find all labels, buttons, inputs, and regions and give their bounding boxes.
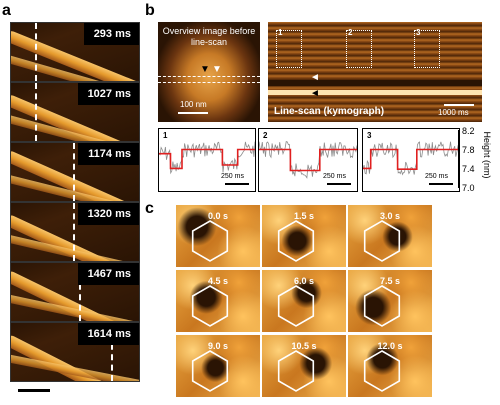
trace-scale-bar [225,183,249,185]
hexagon-outline-icon [363,350,401,392]
frame-dashed-line [35,23,37,81]
height-trace-plot [363,141,459,176]
frame-time-label: 293 ms [83,23,139,45]
afm-timepoint-image: 3.0 s [348,205,432,267]
afm-frame: 1614 ms [10,322,140,382]
trace-number: 3 [367,131,372,140]
panel-c-letter: c [145,200,154,217]
height-trace-plot [159,141,255,175]
kymo-bright-band [268,90,482,95]
frame-time-label: 1027 ms [77,83,139,105]
afm-timepoint-image: 10.5 s [262,335,346,397]
height-trace-box: 2 250 ms [258,128,358,192]
frame-time-label: 1320 ms [77,203,139,225]
hexagon-outline-icon [277,285,315,327]
afm-timepoint-image: 9.0 s [176,335,260,397]
kymo-arrow-white: ◄ [310,72,320,83]
step-fit-trace [159,148,255,170]
kymo-box-1 [276,30,302,68]
height-trace-box: 1 250 ms [158,128,256,192]
step-fit-trace [363,148,459,170]
kymograph: 1 2 3 ◄ ◄ Line-scan (kymograph) 1000 ms [268,22,482,122]
afm-timepoint-image: 7.5 s [348,270,432,332]
timepoint-label: 12.0 s [377,341,403,351]
raw-height-trace [259,141,357,179]
kymo-box-number: 2 [348,28,353,37]
height-trace-plot [259,141,357,179]
kymo-box-3 [414,30,440,68]
timepoint-label: 7.5 s [379,276,401,286]
hexagon-outline-icon [363,220,401,262]
raw-height-trace [159,141,255,175]
ytick-label: 8.2 [462,126,475,136]
panel-a-letter: a [2,2,11,19]
overview-scale-bar [178,112,208,114]
trace-scale-label: 250 ms [221,173,244,180]
frame-time-label: 1174 ms [78,143,139,165]
panel-a-scale-bar [18,389,50,392]
frame-time-label: 1467 ms [77,263,139,285]
kymo-box-number: 1 [278,28,283,37]
afm-frame: 1467 ms [10,262,140,322]
ytick-label: 7.4 [462,164,475,174]
trace-scale-bar [429,183,453,185]
scan-line-bottom [158,82,260,83]
timepoint-label: 9.0 s [207,341,229,351]
panel-b-letter: b [145,2,155,19]
raw-height-trace [363,141,459,176]
trace-scale-label: 250 ms [425,173,448,180]
frame-dashed-line [73,203,75,261]
frame-dashed-line [111,323,113,381]
afm-timepoint-image: 1.5 s [262,205,346,267]
afm-frame: 1027 ms [10,82,140,142]
height-trace-box: 3 250 ms [362,128,460,192]
afm-timepoint-image: 12.0 s [348,335,432,397]
kymo-scale-label: 1000 ms [438,108,469,117]
scan-line-top [158,76,260,77]
arrow-marker-white: ▼ [212,64,222,75]
afm-timepoint-image: 6.0 s [262,270,346,332]
afm-frame: 1174 ms [10,142,140,202]
hexagon-outline-icon [191,285,229,327]
hexagon-outline-icon [277,220,315,262]
arrow-marker-black: ▼ [200,64,210,75]
step-fit-trace [259,148,357,172]
yaxis-label: Height (nm) [482,131,492,179]
frame-dashed-line [73,143,75,201]
hexagon-outline-icon [363,285,401,327]
trace-y-axis [458,130,459,188]
ytick-label: 7.8 [462,145,475,155]
afm-frame: 1320 ms [10,202,140,262]
overview-scale-label: 100 nm [180,100,207,109]
frame-dashed-line [79,263,81,321]
timepoint-label: 0.0 s [207,211,229,221]
kymo-box-number: 3 [416,28,421,37]
ytick-label: 7.0 [462,183,475,193]
afm-frame: 293 ms [10,22,140,82]
hexagon-outline-icon [191,220,229,262]
frame-dashed-line [35,83,37,141]
kymo-title: Line-scan (kymograph) [274,106,385,117]
afm-timepoint-image: 4.5 s [176,270,260,332]
trace-number: 2 [263,131,268,140]
kymo-dark-gap [268,80,482,86]
overview-title: Overview image before line-scan [162,26,256,47]
trace-number: 1 [163,131,168,140]
trace-scale-bar [327,183,351,185]
timepoint-label: 6.0 s [293,276,315,286]
kymo-box-2 [346,30,372,68]
timepoint-label: 10.5 s [291,341,317,351]
kymo-arrow-black: ◄ [310,88,320,99]
frame-time-label: 1614 ms [77,323,139,345]
trace-scale-label: 250 ms [323,173,346,180]
hexagon-outline-icon [277,350,315,392]
timepoint-label: 1.5 s [293,211,315,221]
afm-timepoint-image: 0.0 s [176,205,260,267]
hexagon-outline-icon [191,350,229,392]
timepoint-label: 4.5 s [207,276,229,286]
timepoint-label: 3.0 s [379,211,401,221]
kymo-scale-bar [444,104,474,106]
overview-image: Overview image before line-scan ▼ ▼ 100 … [158,22,260,122]
